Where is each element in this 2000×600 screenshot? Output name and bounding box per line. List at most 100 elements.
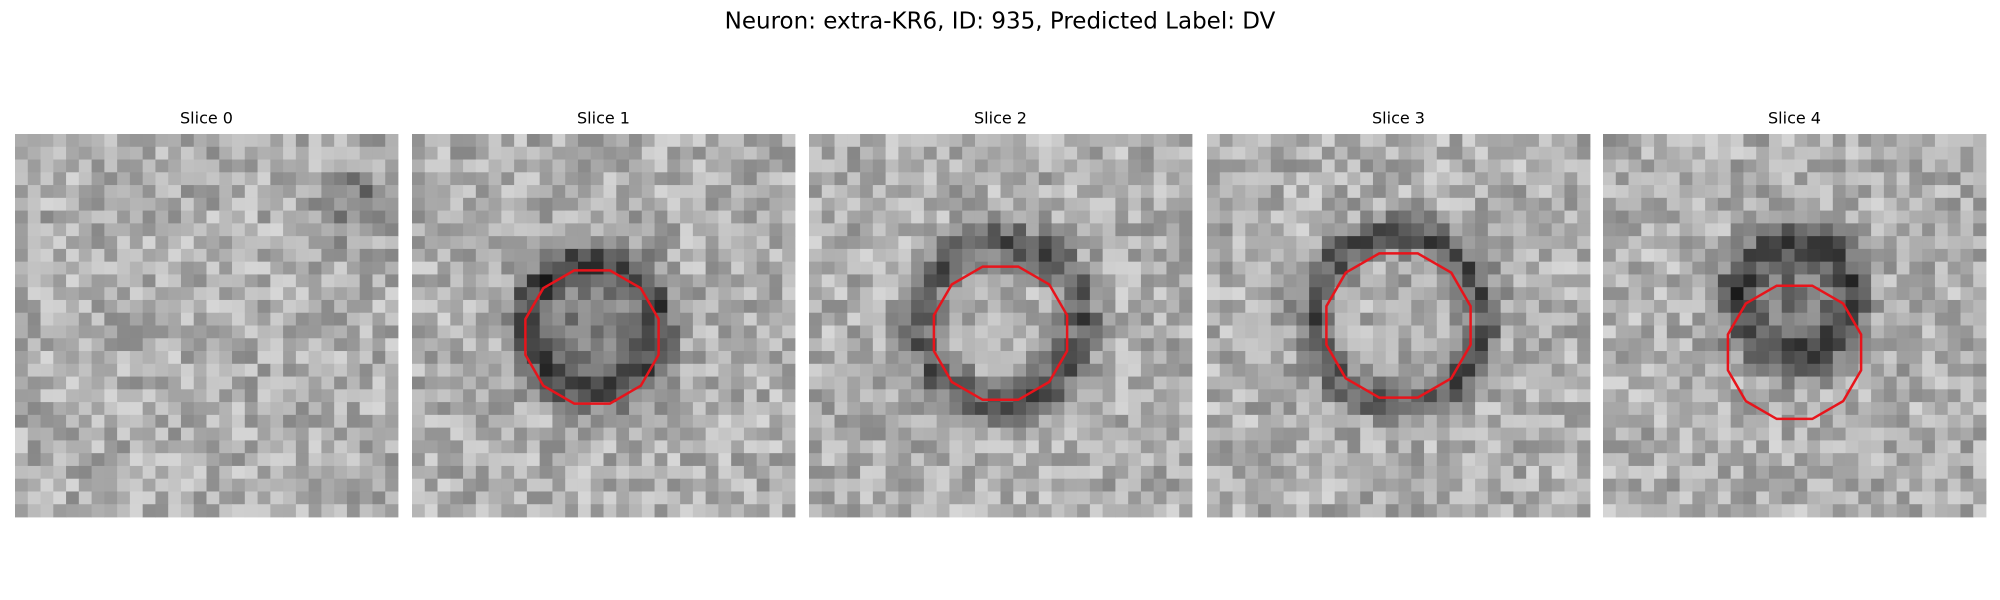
pixel bbox=[1807, 491, 1821, 505]
pixel bbox=[1845, 504, 1859, 518]
pixel bbox=[731, 248, 745, 263]
pixel bbox=[821, 414, 835, 429]
pixel bbox=[1628, 134, 1642, 148]
pixel bbox=[718, 287, 732, 301]
pixel bbox=[1424, 440, 1438, 454]
pixel bbox=[680, 312, 694, 326]
pixel bbox=[1781, 465, 1795, 480]
pixel bbox=[1360, 134, 1374, 148]
pixel bbox=[359, 261, 373, 275]
pixel bbox=[1140, 491, 1155, 505]
pixel bbox=[1743, 223, 1757, 237]
pixel bbox=[1424, 274, 1438, 288]
pixel bbox=[475, 146, 489, 160]
pixel bbox=[987, 197, 1001, 211]
pixel bbox=[129, 312, 144, 326]
pixel bbox=[1756, 146, 1770, 160]
pixel bbox=[1270, 299, 1284, 314]
pixel bbox=[590, 223, 604, 237]
pixel bbox=[936, 312, 950, 326]
pixel bbox=[1128, 491, 1142, 505]
pixel bbox=[769, 465, 783, 480]
pixel bbox=[1347, 504, 1361, 518]
pixel bbox=[1000, 312, 1014, 326]
pixel bbox=[1883, 478, 1898, 492]
pixel bbox=[1730, 172, 1744, 186]
pixel bbox=[1000, 504, 1014, 518]
pixel bbox=[1487, 389, 1502, 403]
pixel bbox=[1934, 363, 1949, 377]
pixel bbox=[1666, 440, 1680, 454]
pixel bbox=[911, 172, 925, 186]
pixel bbox=[1051, 159, 1065, 173]
pixel bbox=[270, 287, 284, 301]
pixel bbox=[1692, 299, 1706, 314]
pixel bbox=[1064, 197, 1078, 211]
pixel bbox=[590, 172, 604, 186]
pixel bbox=[1436, 363, 1450, 377]
pixel bbox=[475, 440, 489, 454]
pixel bbox=[372, 312, 386, 326]
pixel bbox=[1411, 159, 1425, 173]
panel-title: Slice 2 bbox=[974, 109, 1027, 128]
pixel bbox=[27, 465, 41, 480]
pixel bbox=[1896, 299, 1910, 314]
pixel bbox=[1102, 159, 1116, 173]
pixel bbox=[1768, 440, 1783, 454]
pixel bbox=[1064, 223, 1078, 237]
pixel bbox=[1743, 312, 1757, 326]
pixel bbox=[412, 491, 426, 505]
pixel bbox=[872, 185, 886, 199]
pixel bbox=[1654, 440, 1668, 454]
pixel bbox=[1411, 299, 1425, 314]
pixel bbox=[1858, 440, 1872, 454]
pixel bbox=[1153, 376, 1167, 390]
pixel bbox=[334, 236, 348, 250]
pixel bbox=[834, 210, 848, 224]
pixel bbox=[821, 299, 835, 314]
pixel bbox=[911, 440, 925, 454]
pixel bbox=[949, 312, 963, 326]
pixel bbox=[1411, 389, 1425, 403]
pixel bbox=[1245, 491, 1259, 505]
pixel bbox=[1896, 210, 1910, 224]
pixel bbox=[1871, 236, 1885, 250]
pixel bbox=[1564, 210, 1578, 224]
pixel bbox=[334, 223, 348, 237]
pixel bbox=[475, 414, 489, 429]
pixel bbox=[1973, 299, 1987, 314]
pixel bbox=[385, 465, 399, 480]
pixel bbox=[437, 261, 451, 275]
pixel bbox=[898, 236, 912, 250]
pixel bbox=[885, 504, 899, 518]
pixel bbox=[1449, 351, 1463, 365]
pixel bbox=[1207, 236, 1221, 250]
pixel bbox=[1309, 223, 1323, 237]
pixel bbox=[1232, 287, 1246, 301]
pixel bbox=[1334, 185, 1348, 199]
pixel bbox=[1743, 478, 1757, 492]
pixel bbox=[1781, 325, 1795, 339]
pixel bbox=[308, 414, 322, 429]
pixel bbox=[1705, 338, 1719, 352]
pixel bbox=[847, 248, 861, 263]
pixel bbox=[1296, 351, 1310, 365]
pixel bbox=[437, 134, 451, 148]
pixel bbox=[244, 223, 258, 237]
pixel bbox=[782, 287, 796, 301]
pixel bbox=[180, 146, 195, 160]
pixel bbox=[1883, 504, 1898, 518]
pixel bbox=[974, 287, 989, 301]
pixel bbox=[565, 478, 579, 492]
pixel bbox=[974, 465, 989, 480]
pixel bbox=[743, 159, 758, 173]
pixel bbox=[1654, 274, 1668, 288]
pixel bbox=[1013, 287, 1027, 301]
pixel bbox=[1026, 197, 1040, 211]
pixel bbox=[193, 197, 207, 211]
pixel bbox=[1564, 453, 1578, 467]
pixel bbox=[1666, 504, 1680, 518]
pixel bbox=[450, 351, 464, 365]
pixel bbox=[860, 185, 874, 199]
pixel bbox=[743, 325, 758, 339]
